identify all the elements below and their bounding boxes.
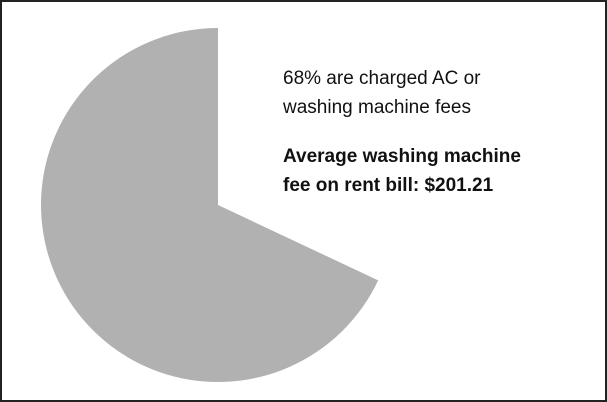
pie xyxy=(41,28,379,382)
pie-slice xyxy=(41,28,379,382)
highlight-line: fee on rent bill: $201.21 xyxy=(283,175,494,196)
annotation-line: washing machine fees xyxy=(282,97,471,118)
annotation-line: 68% are charged AC or xyxy=(283,68,481,89)
highlight-line: Average washing machine xyxy=(283,146,521,167)
